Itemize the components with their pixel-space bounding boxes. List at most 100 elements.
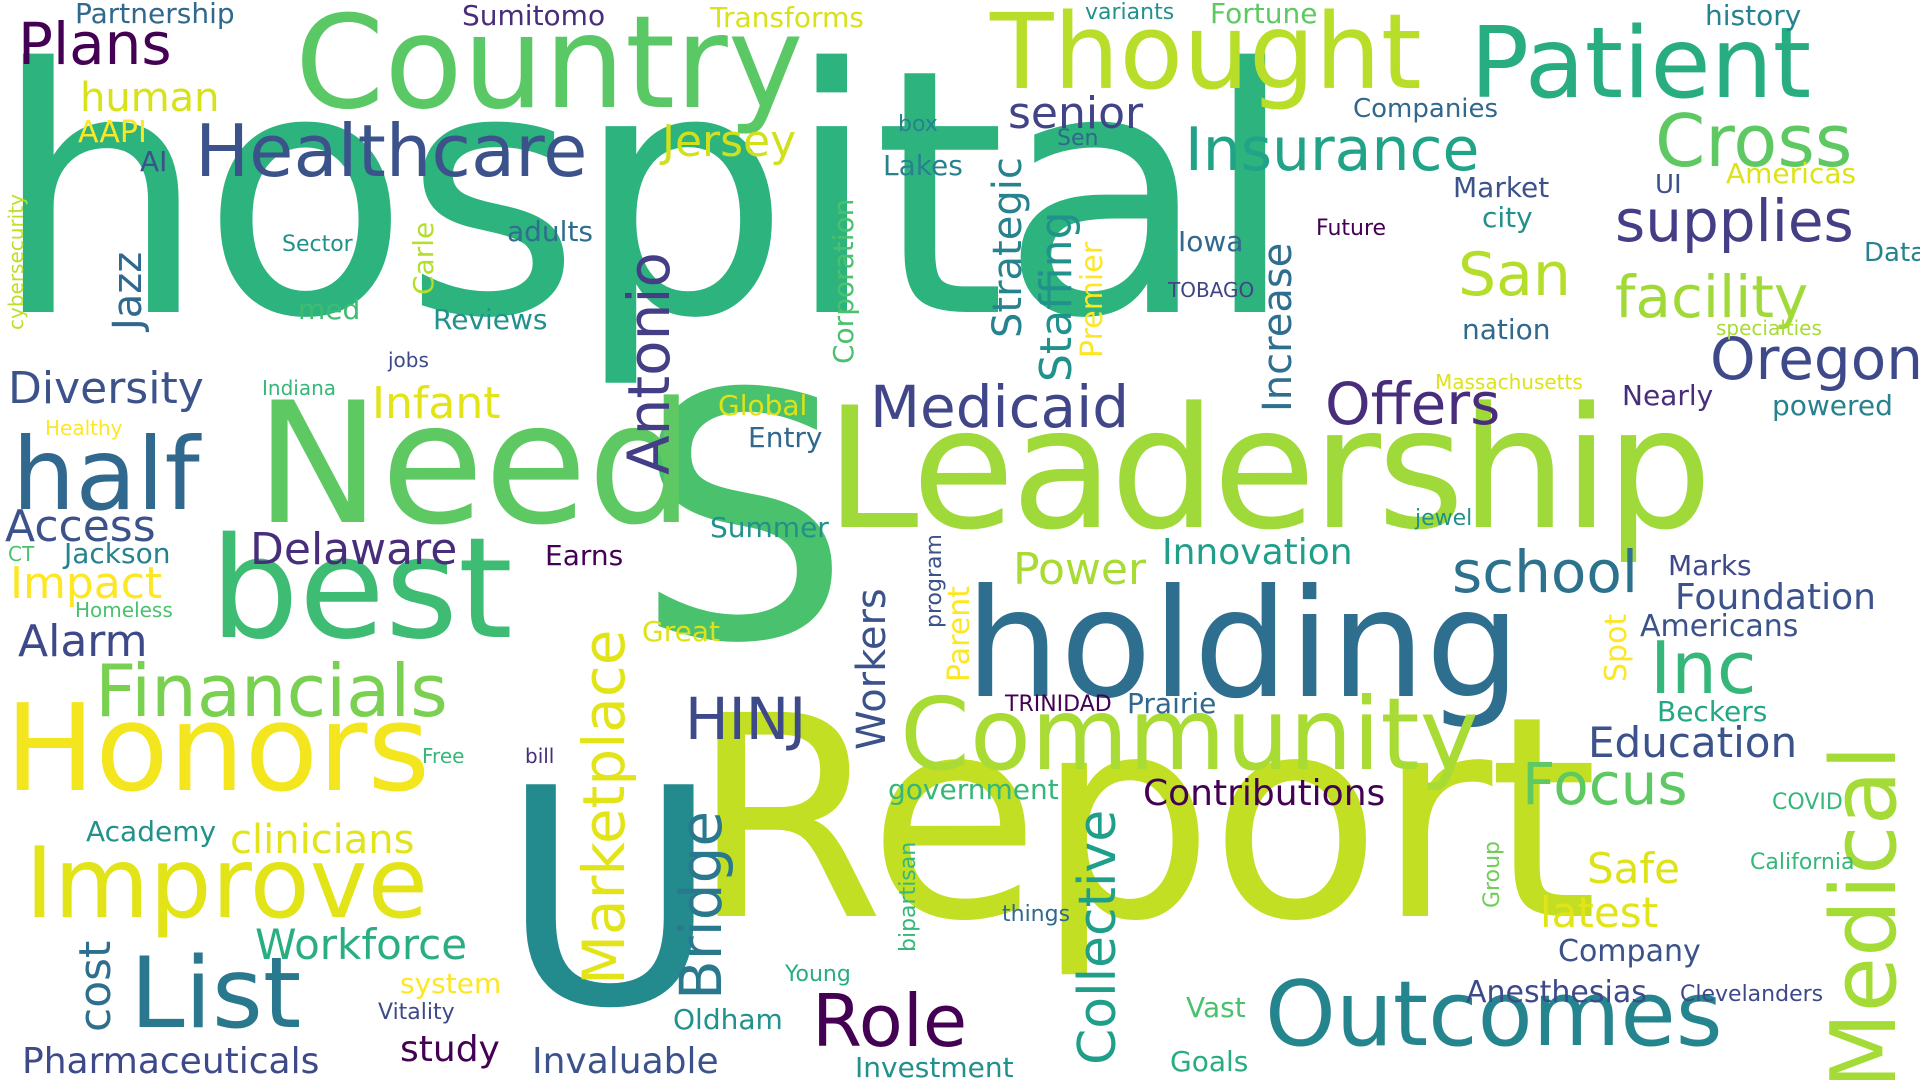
word: Reviews [433,303,548,336]
word: Pharmaceuticals [22,1041,320,1080]
word: Partnership [75,0,235,30]
word: Impact [10,558,163,609]
word: Sector [282,232,353,257]
word: Companies [1353,94,1499,124]
word: Antonio [615,251,683,475]
word: Global [718,389,808,422]
word: S [635,322,851,718]
word: Group [1480,841,1505,908]
word: AAPI [78,115,147,150]
word: Infant [372,378,501,429]
word: Inc [1650,626,1757,710]
word: Patient [1470,7,1812,121]
word: Staffing [1031,211,1082,383]
word: California [1750,850,1855,875]
word: Healthy [45,416,123,440]
word: Spot [1599,613,1634,682]
word: Workforce [255,920,468,969]
word: Outcomes [1265,962,1723,1067]
word: things [1002,902,1071,927]
word: government [888,773,1059,806]
word: Delaware [250,524,458,575]
word: Leadership [825,371,1712,567]
word: Plans [18,10,172,78]
word: Parent [942,585,977,682]
word: Innovation [1162,532,1353,573]
word: Collective [1068,809,1128,1065]
word: nation [1462,313,1551,346]
word: Beckers [1657,695,1768,728]
word: box [898,112,938,137]
word: human [80,75,220,121]
word: Clevelanders [1680,982,1824,1007]
word: jewel [1415,506,1473,531]
word: Honors [5,680,430,819]
word: AI [140,145,168,178]
word: UI [1655,170,1682,200]
word: Jersey [662,116,797,167]
word: Bridge [667,810,735,1000]
word: TRINIDAD [1005,692,1112,717]
word: COVID [1772,790,1843,815]
word: Fortune [1210,0,1318,30]
word: Goals [1170,1045,1249,1078]
word: Insurance [1185,115,1480,185]
word: specialties [1716,316,1822,340]
word: Entry [748,421,823,454]
word: Oldham [673,1003,783,1036]
word: U [500,725,720,1074]
word: TOBAGO [1168,278,1255,302]
word: powered [1772,389,1893,422]
word: Great [642,615,720,648]
word: bill [525,744,555,768]
word: Oregon [1710,325,1920,393]
word: Anesthesias [1466,975,1647,1010]
word: study [400,1029,500,1070]
word: Transforms [710,1,864,34]
word: Invaluable [532,1041,719,1080]
word: Report [690,657,1598,983]
word: Healthcare [195,109,588,193]
word: Academy [86,815,217,848]
word: Workers [849,588,895,750]
word: Free [422,744,465,768]
word: clinicians [230,817,415,863]
word: Massachusetts [1435,370,1583,394]
word: List [130,937,302,1051]
word: facility [1615,263,1809,331]
word: Focus [1522,750,1688,818]
word: Corporation [827,198,860,364]
word: Nearly [1622,379,1714,412]
word: HINJ [685,685,807,753]
word: Offers [1325,370,1501,438]
word: Prairie [1127,687,1217,720]
word: program [922,534,947,628]
word: Power [1013,544,1147,595]
word: Jazz [105,251,151,330]
word: adults [507,215,594,248]
word: supplies [1615,187,1854,255]
word: Need [255,366,695,562]
word: bipartisan [896,841,921,952]
word: best [210,508,513,671]
word: Company [1558,934,1701,969]
word: Contributions [1143,773,1386,814]
word: Foundation [1675,577,1876,618]
word: latest [1540,888,1659,937]
word: cybersecurity [4,194,28,330]
word: history [1705,0,1802,32]
word: Homeless [75,598,173,622]
word: Role [812,979,968,1063]
word: Strategic [985,157,1031,338]
word: Financials [95,649,448,733]
word: Marks [1668,549,1752,582]
word: Country [295,0,804,138]
word: Increase [1255,242,1301,412]
word: school [1452,538,1638,606]
word: Safe [1587,844,1681,893]
word: Access [5,501,156,552]
word: Summer [710,511,829,544]
word: Vitality [378,1000,455,1025]
word: Thought [990,0,1422,113]
word: cost [70,940,121,1032]
